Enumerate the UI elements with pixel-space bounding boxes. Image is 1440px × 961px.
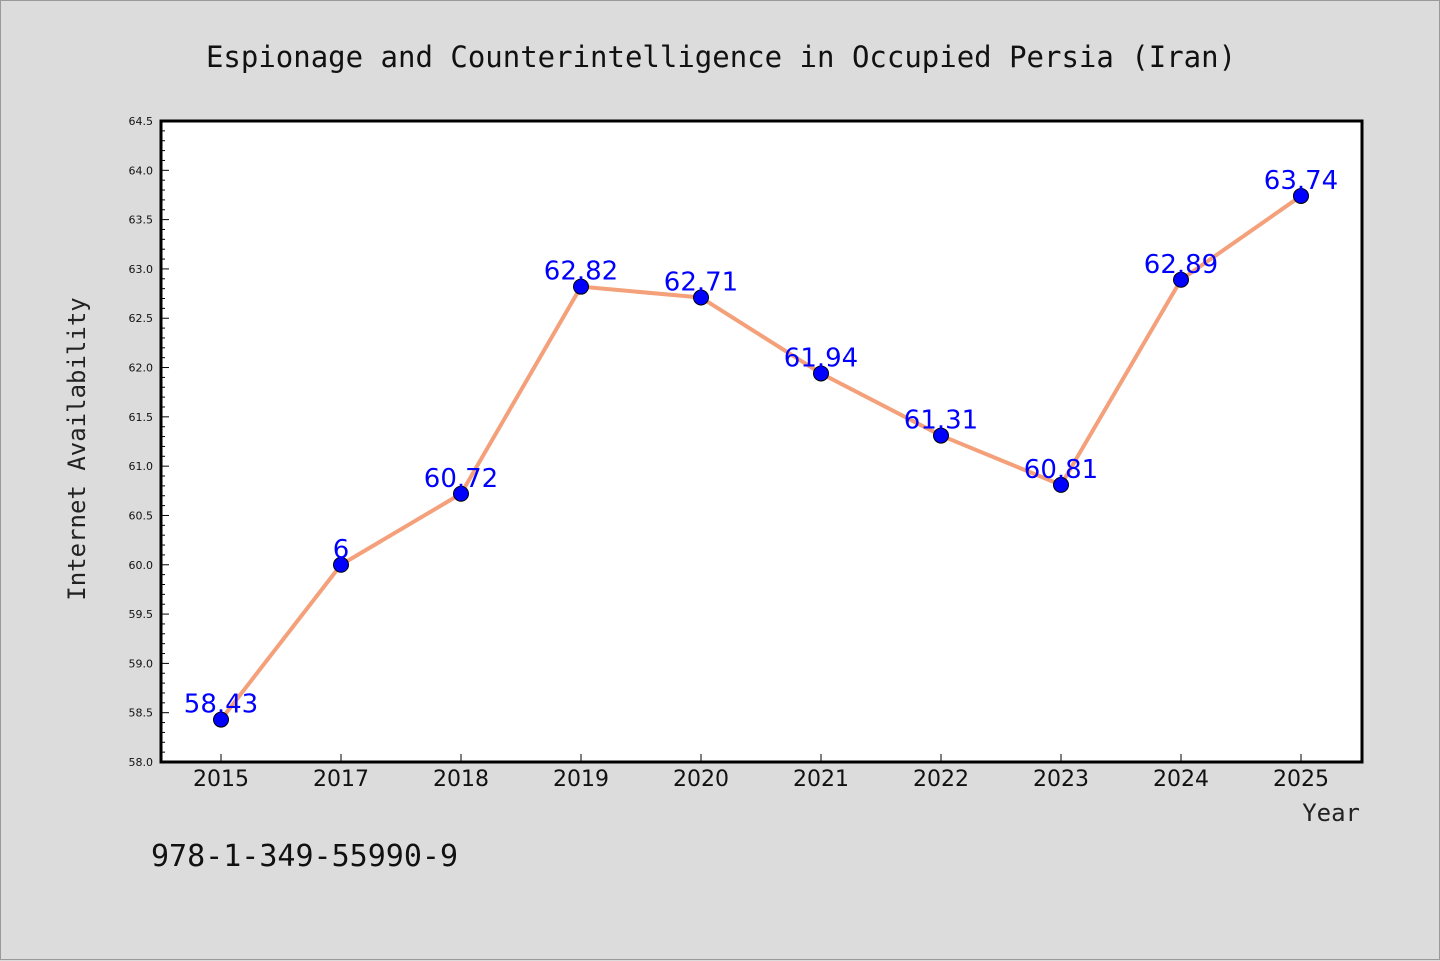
isbn-label: 978-1-349-55990-9 — [151, 839, 458, 874]
x-tick-label: 2021 — [793, 767, 849, 792]
y-tick-label: 58.0 — [129, 756, 154, 769]
data-point — [813, 365, 829, 382]
x-tick-label: 2022 — [913, 767, 969, 792]
y-tick-label: 62.5 — [129, 312, 154, 325]
data-value-label: 60.81 — [1024, 455, 1098, 485]
data-point — [573, 278, 589, 295]
x-tick-label: 2018 — [433, 767, 489, 792]
y-tick-label: 62.0 — [129, 362, 154, 375]
data-value-label: 60.72 — [424, 464, 498, 494]
data-point — [1173, 271, 1189, 288]
y-axis-label: Internet Availability — [63, 297, 91, 600]
data-value-label: 62.89 — [1144, 250, 1218, 280]
x-tick-label: 2023 — [1033, 767, 1089, 792]
data-value-label: 63.74 — [1264, 166, 1338, 196]
data-value-label: 58.43 — [184, 690, 258, 720]
y-tick-label: 60.5 — [129, 509, 154, 522]
data-value-label: 62.71 — [664, 268, 738, 298]
plot-area — [159, 119, 1364, 764]
data-point — [453, 485, 469, 502]
y-tick-label: 64.5 — [129, 115, 154, 128]
data-point — [1053, 476, 1069, 493]
y-tick-label: 60.0 — [129, 559, 154, 572]
data-point — [693, 289, 709, 306]
x-tick-label: 2019 — [553, 767, 609, 792]
x-axis-label: Year — [1302, 799, 1360, 827]
data-point — [213, 711, 229, 728]
x-tick-label: 2017 — [313, 767, 369, 792]
series-line — [219, 194, 1303, 721]
x-tick-label: 2020 — [673, 767, 729, 792]
x-axis-ticks: 2015 2017 2018 2019 2020 2021 2022 2023 2024 2025 — [193, 754, 1329, 792]
data-value-label: 62.82 — [544, 257, 618, 287]
y-tick-label: 61.0 — [129, 460, 154, 473]
y-tick-label: 63.5 — [129, 214, 154, 227]
data-point — [1293, 187, 1309, 204]
data-value-label: 61.31 — [904, 406, 978, 436]
data-labels: 58.43 6 60.72 62.82 62.71 61.94 61.31 60.81 62.8… — [184, 166, 1338, 720]
x-tick-label: 2015 — [193, 767, 249, 792]
chart-title: Espionage and Counterintelligence in Occ… — [206, 40, 1236, 74]
data-point — [333, 556, 349, 573]
y-tick-label: 59.5 — [129, 608, 154, 621]
y-tick-label: 58.5 — [129, 707, 154, 720]
y-axis-ticks: 58.0 58.5 59.0 59.5 60.0 60.5 61.0 61.5 62.0 62.5… — [129, 115, 169, 769]
y-tick-label: 64.0 — [129, 164, 154, 177]
data-markers — [213, 187, 1309, 728]
x-tick-label: 2024 — [1153, 767, 1209, 792]
data-value-label: 6 — [333, 535, 350, 565]
y-tick-label: 63.0 — [129, 263, 154, 276]
data-point — [933, 427, 949, 444]
y-tick-label: 61.5 — [129, 411, 154, 424]
data-value-label: 61.94 — [784, 343, 858, 373]
y-tick-label: 59.0 — [129, 657, 154, 670]
x-tick-label: 2025 — [1273, 767, 1329, 792]
